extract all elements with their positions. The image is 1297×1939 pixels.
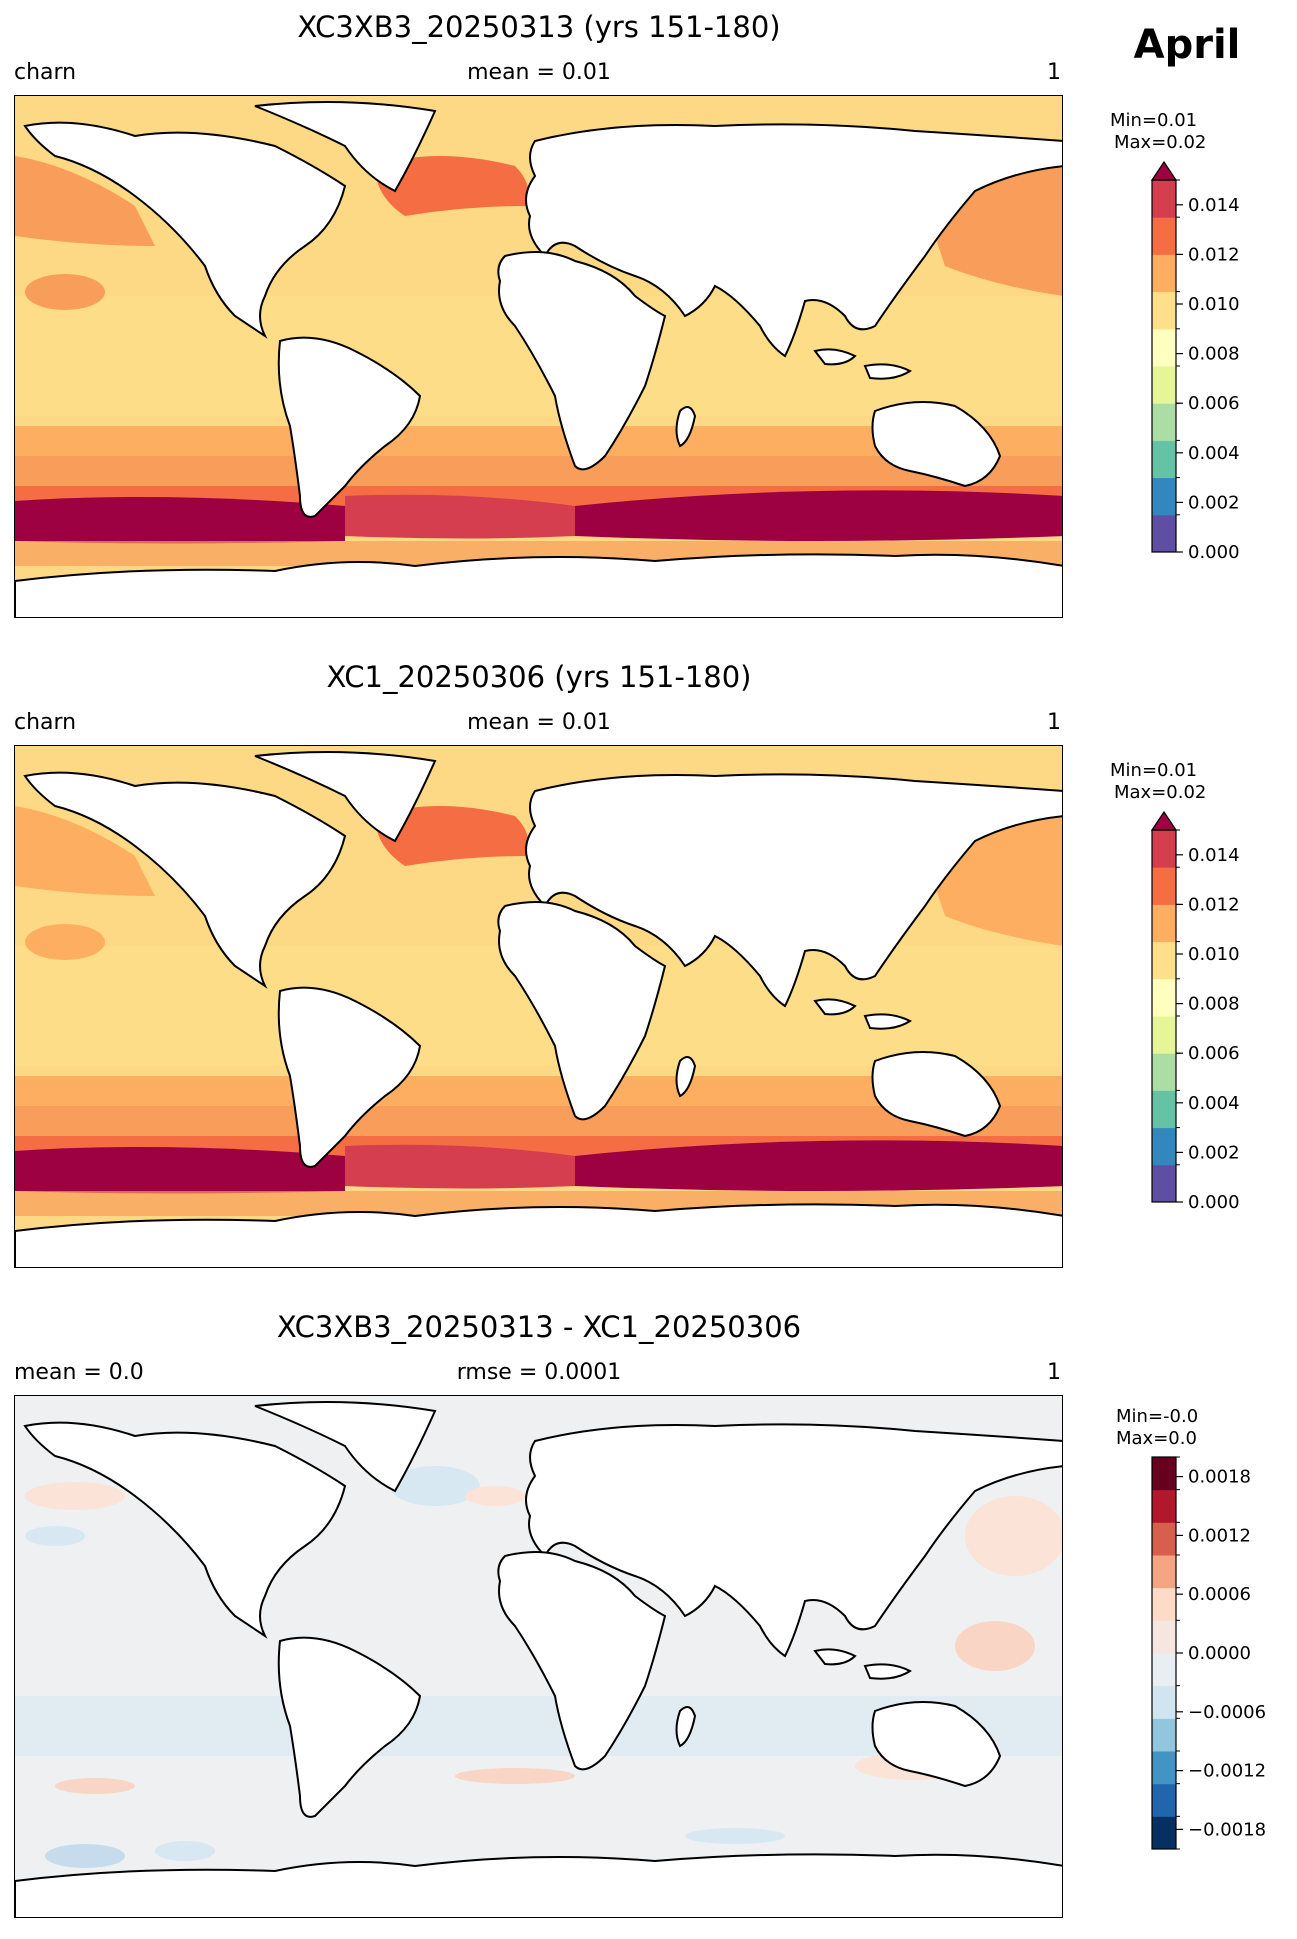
- colorbar-segment: [1152, 867, 1176, 905]
- colorbar-segment: [1152, 978, 1176, 1017]
- colorbar-segment: [1152, 1783, 1176, 1817]
- panel-1-title: XC3XB3_20250313 (yrs 151-180): [297, 10, 781, 44]
- colorbar-tick-label: −0.0006: [1188, 1702, 1266, 1723]
- colorbar-tick-label: 0.0000: [1188, 1643, 1251, 1664]
- panel-3-max-stat: Max=0.0: [1116, 1428, 1197, 1449]
- colorbar-segment: [1152, 830, 1176, 868]
- colorbar-tick-label: 0.012: [1188, 244, 1240, 265]
- colorbar-tick-label: 0.006: [1188, 1043, 1240, 1064]
- colorbar-segment: [1152, 1816, 1176, 1850]
- month-label: April: [1133, 22, 1241, 68]
- colorbar-segment: [1152, 1620, 1176, 1654]
- panel-3-rmse-label: rmse = 0.0001: [456, 1360, 622, 1385]
- panel-2-colorbar: 0.000 0.002 0.004 0.006 0.008 0.010 0.012 0.014: [1150, 810, 1240, 1213]
- colorbar-segment: [1152, 1489, 1176, 1523]
- panel-3-continents: [15, 1401, 1062, 1917]
- colorbar-tick-label: −0.0018: [1188, 1819, 1266, 1840]
- panel-1-colorbar: 0.000 0.002 0.004 0.006 0.008 0.010 0.012 0.014: [1150, 160, 1240, 563]
- panel-1-continents: [15, 101, 1062, 617]
- panel-3-min-stat: Min=-0.0: [1116, 1406, 1199, 1427]
- colorbar-extend-arrow: [1150, 810, 1178, 831]
- colorbar-segment: [1152, 254, 1176, 293]
- colorbar-segment: [1152, 1053, 1176, 1091]
- colorbar-tick-label: 0.012: [1188, 894, 1240, 915]
- colorbar-tick-label: 0.0012: [1188, 1525, 1251, 1546]
- colorbar-segment: [1152, 514, 1176, 553]
- panel-1-map: [14, 95, 1063, 618]
- panel-2-variable-label: charn: [14, 710, 77, 735]
- colorbar-segment: [1152, 1016, 1176, 1054]
- colorbar-tick-label: 0.010: [1188, 944, 1240, 965]
- colorbar-segment: [1152, 440, 1176, 479]
- colorbar-segment: [1152, 1164, 1176, 1203]
- colorbar-segment: [1152, 941, 1176, 980]
- panel-3-colorbar: −0.0018 −0.0012 −0.0006 0.0000 0.0006 0.0012 0…: [1151, 1456, 1266, 1850]
- colorbar-segment: [1152, 1127, 1176, 1166]
- panel-2-right-label: 1: [1047, 710, 1061, 735]
- colorbar-segment: [1152, 1653, 1176, 1687]
- colorbar-tick-label: 0.000: [1188, 542, 1240, 563]
- colorbar-tick-label: 0.006: [1188, 393, 1240, 414]
- colorbar-tick-label: 0.014: [1188, 195, 1240, 216]
- colorbar-tick-label: 0.002: [1188, 1142, 1240, 1163]
- panel-2-continents: [15, 751, 1062, 1267]
- panel-2-title: XC1_20250306 (yrs 151-180): [326, 660, 752, 694]
- panel-1-max-stat: Max=0.02: [1114, 132, 1207, 153]
- colorbar-segment: [1152, 291, 1176, 330]
- colorbar-segment: [1152, 1555, 1176, 1589]
- colorbar-segment: [1152, 1685, 1176, 1719]
- colorbar-segment: [1152, 1718, 1176, 1752]
- panel-1-variable-label: charn: [14, 60, 77, 85]
- panel-2-max-stat: Max=0.02: [1114, 782, 1207, 803]
- colorbar-tick-label: 0.008: [1188, 994, 1240, 1015]
- colorbar-tick-label: 0.000: [1188, 1192, 1240, 1213]
- colorbar-tick-label: 0.0018: [1188, 1467, 1251, 1488]
- panel-1-right-label: 1: [1047, 60, 1061, 85]
- colorbar-segment: [1152, 1090, 1176, 1129]
- colorbar-tick-label: 0.008: [1188, 344, 1240, 365]
- panel-3-mean-label: mean = 0.0: [14, 1360, 144, 1385]
- panel-1-mean-label: mean = 0.01: [467, 60, 611, 85]
- colorbar-tick-label: 0.0006: [1188, 1584, 1251, 1605]
- panel-3-right-label: 1: [1047, 1360, 1061, 1385]
- colorbar-segment: [1152, 217, 1176, 255]
- panel-3-title: XC3XB3_20250313 - XC1_20250306: [276, 1310, 802, 1344]
- colorbar-segment: [1152, 477, 1176, 516]
- colorbar-tick-label: 0.014: [1188, 845, 1240, 866]
- panel-1-min-stat: Min=0.01: [1110, 110, 1198, 131]
- colorbar-tick-label: −0.0012: [1188, 1761, 1266, 1782]
- colorbar-tick-label: 0.010: [1188, 294, 1240, 315]
- colorbar-segment: [1152, 366, 1176, 404]
- colorbar-segment: [1152, 403, 1176, 441]
- panel-2-min-stat: Min=0.01: [1110, 760, 1198, 781]
- colorbar-tick-label: 0.002: [1188, 492, 1240, 513]
- colorbar-segment: [1152, 904, 1176, 943]
- colorbar-segment: [1152, 1587, 1176, 1621]
- panel-2-map: [14, 745, 1063, 1268]
- colorbar-segment: [1152, 1457, 1176, 1491]
- colorbar-extend-arrow: [1150, 160, 1178, 181]
- colorbar-tick-label: 0.004: [1188, 1093, 1240, 1114]
- colorbar-segment: [1152, 1522, 1176, 1556]
- colorbar-segment: [1152, 328, 1176, 367]
- panel-3-map: [14, 1395, 1063, 1918]
- colorbar-tick-label: 0.004: [1188, 443, 1240, 464]
- colorbar-segment: [1152, 1751, 1176, 1785]
- colorbar-segment: [1152, 180, 1176, 218]
- panel-2-mean-label: mean = 0.01: [467, 710, 611, 735]
